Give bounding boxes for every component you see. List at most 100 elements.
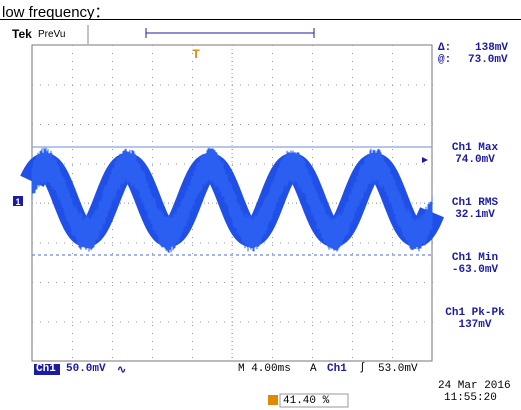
grid-dot bbox=[160, 282, 161, 283]
grid-dot bbox=[72, 325, 73, 326]
grid-dot bbox=[312, 349, 313, 350]
rule bbox=[0, 19, 521, 20]
grid-dot bbox=[176, 84, 177, 86]
grid-dot bbox=[56, 124, 57, 125]
grid-dot bbox=[88, 282, 89, 283]
grid-dot bbox=[232, 282, 233, 283]
grid-dot bbox=[40, 321, 41, 323]
grid-dot bbox=[352, 309, 353, 310]
caption: low frequency： bbox=[2, 4, 110, 21]
grid-dot bbox=[264, 163, 265, 165]
grid-dot bbox=[416, 163, 417, 165]
grid-dot bbox=[288, 242, 289, 244]
grid-dot bbox=[280, 84, 281, 86]
grid-dot bbox=[352, 101, 353, 102]
grid-dot bbox=[352, 242, 353, 244]
grid-dot bbox=[168, 282, 169, 283]
grid-dot bbox=[328, 84, 329, 86]
grid-dot bbox=[360, 84, 361, 86]
grid-dot bbox=[328, 282, 329, 283]
grid-dot bbox=[152, 45, 153, 46]
grid-dot bbox=[88, 163, 89, 165]
grid-dot bbox=[288, 84, 289, 86]
grid-dot bbox=[152, 282, 153, 283]
grid-dot bbox=[184, 163, 185, 165]
grid-dot bbox=[312, 109, 313, 110]
grid-dot bbox=[64, 242, 65, 244]
grid-dot bbox=[368, 242, 369, 244]
grid-dot bbox=[352, 277, 353, 278]
grid-dot bbox=[208, 321, 209, 323]
grid-dot bbox=[152, 333, 153, 334]
grid-dot bbox=[112, 242, 113, 244]
grid-dot bbox=[152, 253, 153, 254]
grid-dot bbox=[112, 125, 113, 126]
grid-dot bbox=[352, 333, 353, 334]
measurement-value: 74.0mV bbox=[455, 154, 495, 166]
grid-dot bbox=[136, 242, 137, 244]
grid-dot bbox=[248, 282, 249, 283]
grid-dot bbox=[152, 125, 153, 126]
grid-dot bbox=[112, 157, 113, 158]
grid-dot bbox=[152, 93, 153, 94]
grid-dot bbox=[72, 157, 73, 158]
grid-dot bbox=[352, 77, 353, 78]
brand: Tek bbox=[12, 27, 32, 41]
grid-dot bbox=[352, 293, 353, 294]
grid-dot bbox=[352, 69, 353, 70]
grid-dot bbox=[192, 309, 193, 310]
grid-dot bbox=[152, 61, 153, 62]
grid-dot bbox=[312, 101, 313, 102]
grid-dot bbox=[232, 242, 233, 244]
grid-dot bbox=[312, 333, 313, 334]
grid-dot bbox=[152, 321, 153, 323]
footer-channel: Ch1 bbox=[36, 363, 56, 375]
grid-dot bbox=[272, 245, 273, 246]
grid-dot bbox=[72, 109, 73, 110]
grid-dot bbox=[432, 282, 433, 283]
grid-dot bbox=[112, 301, 113, 302]
grid-dot bbox=[392, 269, 393, 270]
grid-dot bbox=[424, 163, 425, 165]
grid-dot bbox=[152, 261, 153, 262]
grid-dot bbox=[72, 277, 73, 278]
grid-dot bbox=[432, 163, 433, 165]
grid-dot bbox=[368, 282, 369, 283]
grid-dot bbox=[112, 282, 113, 283]
grid-dot bbox=[96, 124, 97, 125]
grid-dot bbox=[368, 321, 369, 323]
grid-dot bbox=[112, 101, 113, 102]
grid-dot bbox=[152, 309, 153, 310]
grid-dot bbox=[376, 124, 377, 125]
grid-dot bbox=[312, 141, 313, 142]
grid-dot bbox=[192, 253, 193, 254]
grid-dot bbox=[128, 321, 129, 323]
grid-dot bbox=[248, 84, 249, 86]
grid-dot bbox=[392, 45, 393, 46]
grid-dot bbox=[344, 84, 345, 86]
grid-dot bbox=[112, 333, 113, 334]
grid-dot bbox=[272, 101, 273, 102]
grid-dot bbox=[312, 293, 313, 294]
grid-dot bbox=[200, 84, 201, 86]
grid-dot bbox=[392, 321, 393, 323]
grid-dot bbox=[392, 53, 393, 54]
grid-dot bbox=[128, 282, 129, 283]
grid-dot bbox=[200, 124, 201, 125]
grid-dot bbox=[192, 317, 193, 318]
grid-dot bbox=[152, 349, 153, 350]
grid-dot bbox=[112, 77, 113, 78]
grid-dot bbox=[56, 84, 57, 86]
grid-dot bbox=[112, 69, 113, 70]
grid-dot bbox=[392, 77, 393, 78]
measurement: Ch1 RMS 32.1mV bbox=[432, 197, 518, 221]
grid-dot bbox=[184, 84, 185, 86]
grid-dot bbox=[272, 341, 273, 342]
footer-trigger-level: 53.0mV bbox=[378, 363, 418, 375]
grid-dot bbox=[152, 357, 153, 358]
grid-dot bbox=[184, 242, 185, 244]
measurement-value: -63.0mV bbox=[451, 264, 499, 276]
grid-dot bbox=[152, 277, 153, 278]
grid-dot bbox=[392, 149, 393, 150]
measurement-label: Ch1 Min bbox=[451, 252, 499, 264]
